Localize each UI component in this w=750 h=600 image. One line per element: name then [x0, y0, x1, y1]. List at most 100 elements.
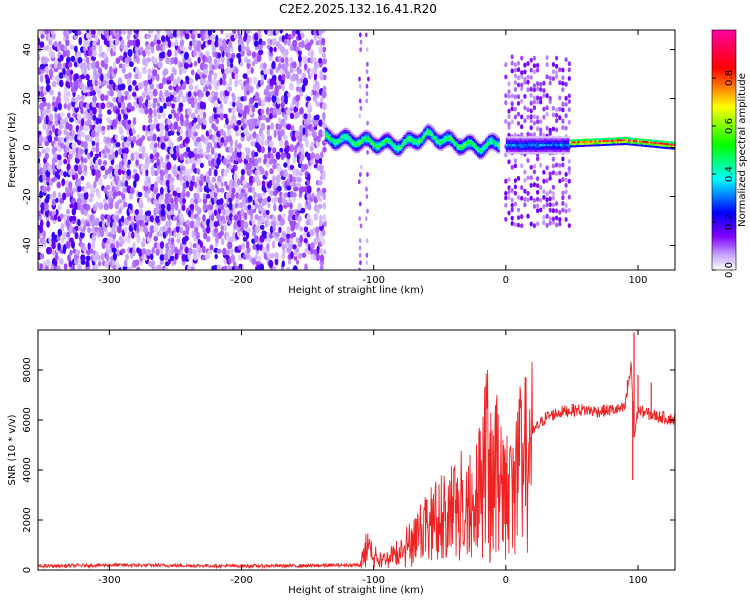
spectrogram-cell	[421, 145, 424, 148]
spectrogram-cell	[266, 249, 270, 256]
spectrogram-cell	[122, 265, 128, 270]
spectrogram-cell	[367, 134, 370, 137]
spectrogram-cell	[615, 143, 618, 146]
spectrogram-cell	[367, 136, 370, 139]
spectrogram-cell	[272, 224, 276, 232]
spectrogram-cell	[69, 44, 74, 50]
spectrogram-cell	[523, 197, 527, 202]
spectrogram-cell	[562, 152, 566, 155]
colorbar-tick-label: 0.6	[724, 118, 735, 134]
spectrogram-cell	[558, 80, 562, 86]
spectrogram-cell	[304, 56, 309, 65]
spectrogram-cell	[69, 72, 73, 82]
spectrogram-cell	[643, 138, 646, 141]
spectrogram-cell	[507, 150, 510, 153]
spectrogram-cell	[80, 193, 85, 199]
spectrogram-cell	[558, 217, 562, 222]
spectrogram-cell	[608, 143, 612, 146]
spectrogram-cell	[372, 135, 375, 138]
spectrogram-cell	[475, 144, 478, 147]
spectrogram-cell	[115, 260, 119, 266]
spectrogram-cell	[588, 142, 591, 145]
spectrogram-cell	[635, 142, 639, 145]
spectrogram-cell	[397, 145, 400, 148]
spectrogram-cell	[153, 225, 159, 233]
spectrogram-cell	[550, 146, 553, 149]
spectrogram-cell	[629, 137, 632, 140]
spectrogram-cell	[178, 67, 183, 76]
spectrogram-cell	[65, 240, 71, 249]
spectrogram-cell	[505, 142, 508, 145]
spectrogram-cell	[97, 178, 103, 186]
spectrogram-cell	[461, 142, 464, 145]
spectrogram-cell	[556, 150, 559, 153]
spectrogram-cell	[132, 128, 136, 135]
spectrogram-cell	[202, 214, 206, 222]
spectrogram-cell	[353, 134, 356, 137]
spectrogram-cell	[266, 128, 271, 136]
spectrogram-cell	[550, 142, 553, 145]
spectrogram-cell	[547, 140, 550, 143]
spectrogram-cell	[62, 231, 67, 240]
spectrogram-cell	[529, 57, 533, 63]
spectrogram-cell	[505, 136, 508, 139]
spectrogram-cell	[567, 207, 571, 213]
spectrogram-cell	[229, 77, 233, 86]
spectrogram-cell	[310, 49, 314, 58]
spectrogram-cell	[446, 129, 450, 132]
spectrogram-cell	[106, 148, 111, 154]
spectrogram-cell	[219, 112, 225, 121]
spectrogram-cell	[443, 146, 446, 149]
spectrogram-cell	[567, 119, 571, 125]
spectrogram-cell	[400, 152, 404, 155]
spectrogram-cell	[42, 122, 47, 131]
spectrogram-cell	[526, 191, 530, 196]
spectrogram-cell	[377, 149, 380, 152]
spectrogram-cell	[295, 94, 301, 102]
spectrogram-cell	[144, 86, 148, 93]
spectrogram-cell	[429, 132, 432, 135]
spectrogram-cell	[537, 150, 540, 153]
spectrogram-cell	[293, 106, 298, 114]
spectrogram-cell	[205, 175, 211, 183]
spectrogram-cell	[195, 216, 201, 222]
spectrogram-cell	[567, 159, 571, 164]
spectrogram-cell	[408, 145, 411, 148]
spectrogram-cell	[504, 216, 508, 222]
spectrogram-cell	[385, 145, 388, 148]
spectrogram-cell	[666, 145, 669, 148]
spectrogram-cell	[618, 143, 621, 146]
spectrogram-cell	[383, 136, 386, 139]
spectrogram-cell	[507, 94, 511, 99]
spectrogram-cell	[443, 144, 446, 147]
spectrogram-cell	[523, 150, 526, 153]
spectrogram-cell	[381, 145, 385, 148]
spectrogram-cell	[413, 132, 416, 135]
spectrogram-cell	[394, 140, 397, 143]
spectrogram-cell	[413, 148, 416, 151]
spectrogram-cell	[459, 154, 462, 157]
spectrogram-cell	[196, 168, 201, 175]
spectrogram-cell	[664, 140, 667, 143]
spectrogram-cell	[656, 140, 659, 143]
spectrogram-cell	[239, 109, 244, 115]
spectrogram-cell	[210, 146, 215, 155]
spectrogram-cell	[537, 138, 540, 141]
spectrogram-cell	[613, 141, 616, 144]
spectrogram-cell	[296, 182, 302, 188]
spectrogram-cell	[419, 143, 423, 146]
spectrogram-cell	[356, 135, 359, 138]
spectrogram-cell	[545, 138, 548, 141]
spectrogram-cell	[340, 129, 343, 132]
spectrogram-cell	[267, 195, 271, 203]
spectrogram-cell	[423, 143, 426, 146]
spectrogram-cell	[57, 129, 62, 136]
spectrogram-cell	[266, 67, 271, 75]
spectrogram-cell	[400, 143, 404, 146]
spectrogram-cell	[377, 143, 380, 146]
spectrogram-cell	[496, 137, 499, 140]
spectrogram-cell	[465, 144, 469, 147]
snr-series	[38, 332, 675, 570]
spectrogram-cell	[529, 152, 532, 155]
spectrogram-cell	[63, 103, 67, 110]
